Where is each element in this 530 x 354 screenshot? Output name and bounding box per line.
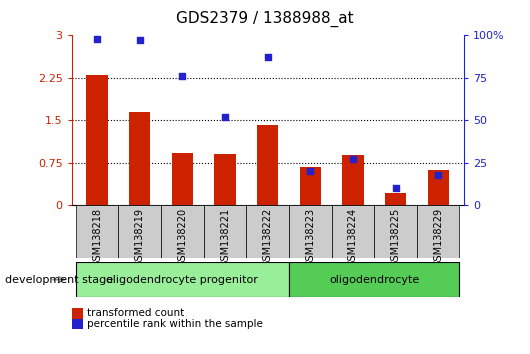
Text: GSM138219: GSM138219 xyxy=(135,208,145,267)
Text: GSM138223: GSM138223 xyxy=(305,208,315,267)
Bar xyxy=(76,205,118,258)
Bar xyxy=(289,262,460,297)
Point xyxy=(178,73,187,79)
Bar xyxy=(161,205,204,258)
Point xyxy=(349,156,357,162)
Bar xyxy=(257,125,278,205)
Bar xyxy=(86,75,108,205)
Bar xyxy=(172,153,193,205)
Text: GSM138224: GSM138224 xyxy=(348,208,358,267)
Point xyxy=(434,172,443,178)
Bar xyxy=(214,154,236,205)
Text: GSM138222: GSM138222 xyxy=(263,208,272,267)
Bar xyxy=(289,205,332,258)
Bar xyxy=(385,193,406,205)
Text: percentile rank within the sample: percentile rank within the sample xyxy=(87,319,263,329)
Bar xyxy=(246,205,289,258)
Text: GSM138218: GSM138218 xyxy=(92,208,102,267)
Bar xyxy=(374,205,417,258)
Text: GSM138229: GSM138229 xyxy=(433,208,443,267)
Bar xyxy=(417,205,460,258)
Text: transformed count: transformed count xyxy=(87,308,184,318)
Text: GSM138220: GSM138220 xyxy=(178,208,188,267)
Bar xyxy=(342,155,364,205)
Text: GSM138225: GSM138225 xyxy=(391,208,401,267)
Bar xyxy=(428,170,449,205)
Point xyxy=(391,185,400,191)
Bar xyxy=(129,112,151,205)
Text: oligodendrocyte progenitor: oligodendrocyte progenitor xyxy=(107,275,258,285)
Bar xyxy=(299,167,321,205)
Text: development stage: development stage xyxy=(5,275,113,285)
Bar xyxy=(204,205,246,258)
Bar xyxy=(332,205,374,258)
Point xyxy=(221,114,229,120)
Point xyxy=(93,36,101,42)
Text: GSM138221: GSM138221 xyxy=(220,208,230,267)
Bar xyxy=(118,205,161,258)
Point xyxy=(306,169,314,174)
Text: GDS2379 / 1388988_at: GDS2379 / 1388988_at xyxy=(176,11,354,27)
Bar xyxy=(76,262,289,297)
Text: oligodendrocyte: oligodendrocyte xyxy=(329,275,419,285)
Point xyxy=(136,38,144,43)
Point xyxy=(263,55,272,60)
